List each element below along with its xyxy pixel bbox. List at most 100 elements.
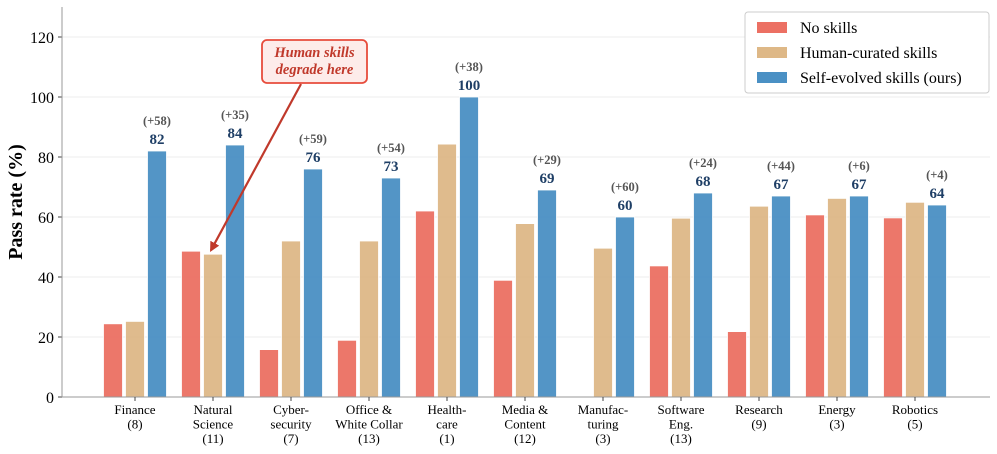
- annotation-arrow: [210, 83, 302, 252]
- x-tick-label: Cyber-security (7): [270, 402, 312, 446]
- x-tick-label-line: turing: [587, 417, 619, 432]
- x-tick-label-line: (8): [127, 417, 142, 432]
- bar-human-curated-skills: [359, 240, 379, 398]
- delta-label: (+29): [533, 153, 561, 167]
- x-tick-label-line: Research: [735, 402, 783, 417]
- value-label: 84: [228, 126, 244, 142]
- value-label: 67: [852, 177, 868, 193]
- x-tick-label-line: Science: [193, 417, 234, 432]
- x-tick-label-line: (7): [283, 431, 298, 446]
- x-tick-label-line: (3): [595, 431, 610, 446]
- bar-human-curated-skills: [593, 247, 613, 398]
- delta-label: (+59): [299, 132, 327, 146]
- bar-self-evolved-skills-ours-: [225, 144, 245, 398]
- x-tick-label: Media & Content (12): [502, 402, 549, 446]
- bar-self-evolved-skills-ours-: [615, 216, 635, 398]
- x-tick-label-line: care: [436, 417, 458, 432]
- x-tick-label-line: Office &: [346, 402, 392, 417]
- x-tick-label-line: Cyber-: [273, 402, 309, 417]
- value-label: 76: [306, 150, 322, 166]
- bar-human-curated-skills: [437, 143, 457, 398]
- bar-self-evolved-skills-ours-: [537, 189, 557, 398]
- delta-label: (+58): [143, 114, 171, 128]
- bar-no-skills: [103, 323, 123, 398]
- bar-human-curated-skills: [749, 205, 769, 398]
- x-tick-label-line: (5): [907, 417, 922, 432]
- bar-human-curated-skills: [905, 201, 925, 398]
- bar-no-skills: [805, 214, 825, 398]
- x-tick-label-line: (1): [439, 431, 454, 446]
- y-tick-label: 60: [38, 210, 54, 227]
- x-tick-label-line: White Collar: [335, 417, 403, 432]
- y-tick-label: 80: [38, 150, 54, 167]
- bar-human-curated-skills: [827, 197, 847, 398]
- bar-human-curated-skills: [671, 217, 691, 398]
- value-labels: 82 (+58) 84 (+35) 76 (+59) 73 (+54) 100 (+38) 69 (+…: [143, 60, 948, 214]
- x-tick-label-line: Natural: [194, 402, 233, 417]
- bar-no-skills: [493, 279, 513, 398]
- bar-self-evolved-skills-ours-: [459, 96, 479, 398]
- value-label: 100: [458, 78, 481, 94]
- delta-label: (+44): [767, 159, 795, 173]
- bar-self-evolved-skills-ours-: [381, 177, 401, 398]
- x-tick-label: Natural Science (11): [193, 402, 234, 446]
- x-tick-label: Research (9): [735, 402, 783, 432]
- value-label: 68: [696, 174, 711, 190]
- delta-label: (+35): [221, 108, 249, 122]
- x-tick-label: Office & White Collar (13): [335, 402, 403, 446]
- delta-label: (+60): [611, 180, 639, 194]
- bar-self-evolved-skills-ours-: [147, 150, 167, 398]
- bar-no-skills: [337, 339, 357, 398]
- value-label: 82: [150, 132, 165, 148]
- x-tick-label-line: Finance: [114, 402, 155, 417]
- bar-no-skills: [181, 250, 201, 398]
- x-tick-label: Robotics (5): [892, 402, 938, 432]
- x-tick-label-line: Manufac-: [578, 402, 629, 417]
- x-tick-label-line: (13): [358, 431, 380, 446]
- x-tick-label-line: Health-: [428, 402, 467, 417]
- annotation-box: [261, 39, 368, 84]
- bar-self-evolved-skills-ours-: [927, 204, 947, 398]
- bar-no-skills: [649, 265, 669, 398]
- x-tick-label-line: Energy: [818, 402, 856, 417]
- x-tick-label-line: (3): [829, 417, 844, 432]
- bar-human-curated-skills: [281, 240, 301, 398]
- bar-no-skills: [727, 331, 747, 398]
- legend-label: Self-evolved skills (ours): [800, 70, 962, 87]
- delta-label: (+6): [848, 159, 870, 173]
- x-tick-label: Software Eng. (13): [658, 402, 705, 446]
- legend-box: [744, 11, 990, 94]
- legend-label: Human-curated skills: [800, 45, 937, 62]
- bar-human-curated-skills: [125, 320, 145, 398]
- x-tick-label-line: security: [270, 417, 312, 432]
- y-tick-label: 120: [30, 30, 54, 47]
- annotation-text: degrade here: [276, 62, 354, 78]
- value-label: 60: [618, 198, 633, 214]
- x-tick-label: Health-care (1): [428, 402, 467, 446]
- y-axis-label: Pass rate (%): [5, 144, 27, 260]
- x-tick-label-line: (13): [670, 431, 692, 446]
- bar-no-skills: [883, 217, 903, 398]
- delta-label: (+4): [926, 168, 948, 182]
- bars: [103, 96, 947, 398]
- y-tick-label: 20: [38, 330, 54, 347]
- x-tick-label-line: Eng.: [669, 417, 693, 432]
- y-tick-label: 0: [46, 390, 54, 407]
- x-tick-label: Manufac-turing (3): [578, 402, 629, 446]
- bar-human-curated-skills: [203, 253, 223, 398]
- legend-swatch: [757, 22, 787, 33]
- x-tick-label-line: (11): [202, 431, 223, 446]
- x-tick-label: Finance (8): [114, 402, 155, 432]
- bar-no-skills: [259, 349, 279, 398]
- value-label: 73: [384, 159, 399, 175]
- legend-swatch: [757, 72, 787, 83]
- bar-self-evolved-skills-ours-: [771, 195, 791, 398]
- x-tick-label-line: Content: [504, 417, 546, 432]
- bar-self-evolved-skills-ours-: [303, 168, 323, 398]
- legend-swatch: [757, 47, 787, 58]
- delta-label: (+38): [455, 60, 483, 74]
- x-tick-label-line: (12): [514, 431, 536, 446]
